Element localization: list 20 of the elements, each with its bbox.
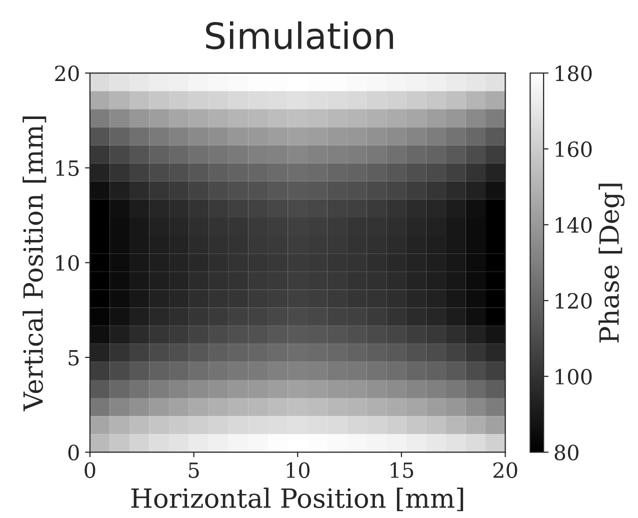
x-tick-label: 0 [84, 462, 96, 478]
color-bar-label: 180 [556, 65, 592, 82]
chart-title: Simulation [206, 21, 393, 50]
color-bar-label: 160 [556, 141, 592, 158]
color-bar-label: 120 [556, 292, 592, 309]
color-bar-label: 100 [556, 368, 592, 385]
color-bar-label: 140 [556, 217, 592, 233]
x-tick-label: 5 [188, 462, 199, 478]
x-tick-label: 15 [390, 462, 414, 478]
color-bar-title: Phase [Deg] [598, 184, 625, 342]
y-axis-title: Vertical Position [mm] [22, 116, 46, 412]
y-tick-label: 15 [56, 160, 79, 176]
x-tick-label: 20 [493, 462, 518, 478]
y-tick-label: 0 [68, 444, 79, 460]
x-tick-label: 10 [286, 462, 310, 478]
y-tick-label: 10 [56, 255, 79, 271]
color-bar-label: 80 [554, 444, 578, 460]
x-axis-title: Horizontal Position [mm] [131, 488, 464, 512]
y-tick-label: 20 [55, 65, 79, 82]
y-tick-label: 5 [68, 350, 79, 366]
